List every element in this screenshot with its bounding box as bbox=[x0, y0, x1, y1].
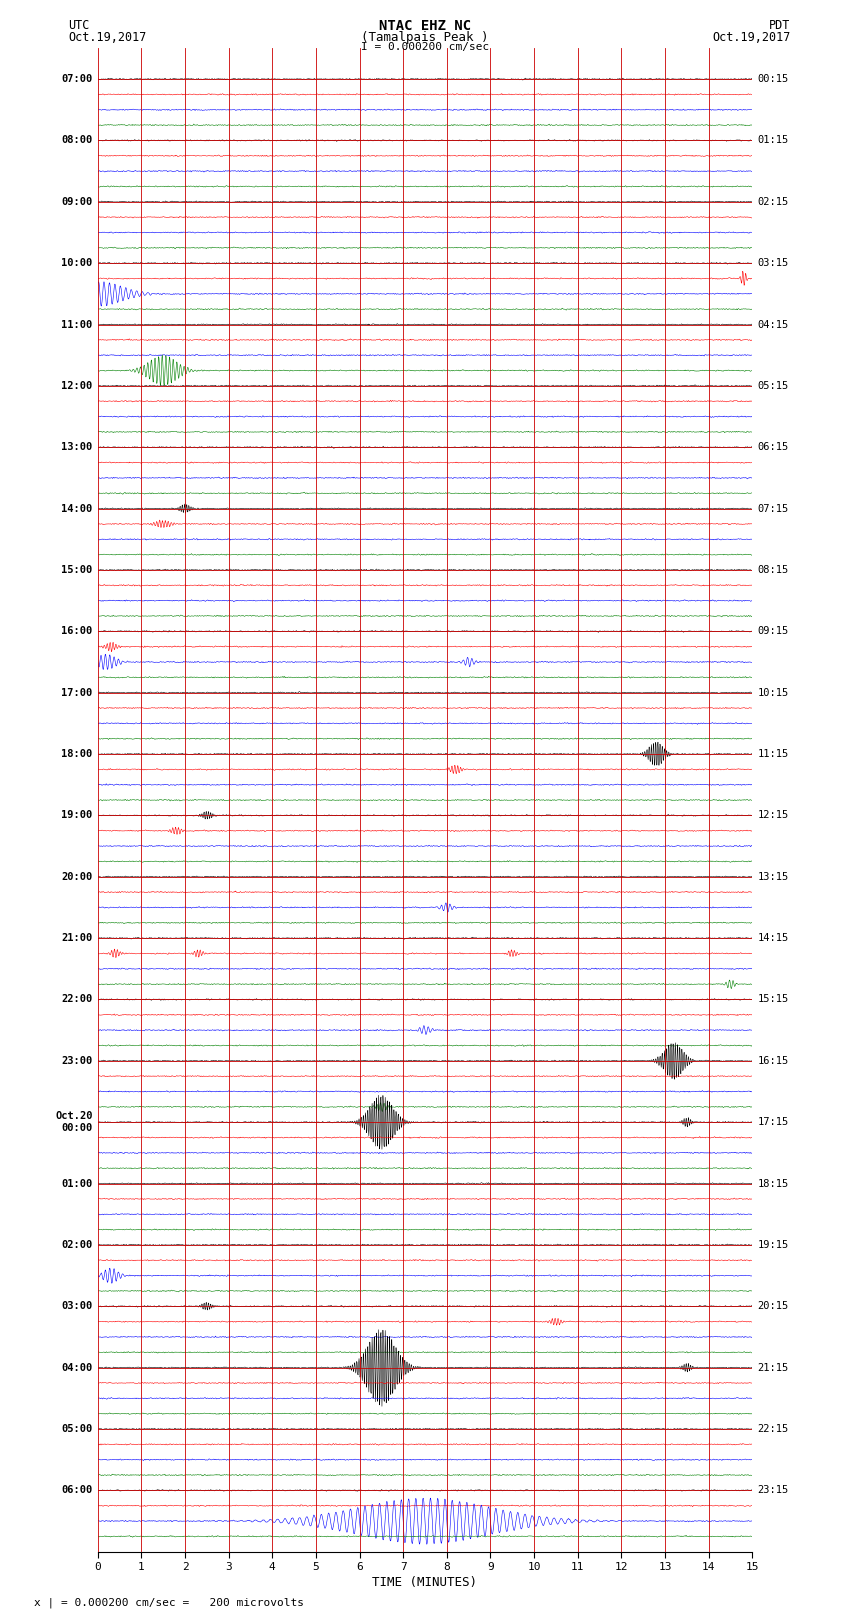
Text: 18:00: 18:00 bbox=[61, 748, 93, 760]
Text: x | = 0.000200 cm/sec =   200 microvolts: x | = 0.000200 cm/sec = 200 microvolts bbox=[34, 1597, 304, 1608]
Text: 23:15: 23:15 bbox=[757, 1486, 789, 1495]
Text: 21:00: 21:00 bbox=[61, 932, 93, 944]
Text: 06:00: 06:00 bbox=[61, 1486, 93, 1495]
Text: 01:15: 01:15 bbox=[757, 135, 789, 145]
Text: 01:00: 01:00 bbox=[61, 1179, 93, 1189]
Text: 10:00: 10:00 bbox=[61, 258, 93, 268]
Text: 23:00: 23:00 bbox=[61, 1057, 93, 1066]
Text: Oct.19,2017: Oct.19,2017 bbox=[68, 31, 146, 44]
Text: 09:00: 09:00 bbox=[61, 197, 93, 206]
Text: 17:15: 17:15 bbox=[757, 1118, 789, 1127]
Text: 14:15: 14:15 bbox=[757, 932, 789, 944]
Text: 22:15: 22:15 bbox=[757, 1424, 789, 1434]
Text: 13:15: 13:15 bbox=[757, 871, 789, 882]
Text: 20:00: 20:00 bbox=[61, 871, 93, 882]
Text: 04:00: 04:00 bbox=[61, 1363, 93, 1373]
Text: 00:15: 00:15 bbox=[757, 74, 789, 84]
Text: 22:00: 22:00 bbox=[61, 995, 93, 1005]
Text: 14:00: 14:00 bbox=[61, 503, 93, 513]
Text: NTAC EHZ NC: NTAC EHZ NC bbox=[379, 19, 471, 34]
Text: 18:15: 18:15 bbox=[757, 1179, 789, 1189]
Text: 13:00: 13:00 bbox=[61, 442, 93, 452]
Text: 03:00: 03:00 bbox=[61, 1302, 93, 1311]
Text: 12:00: 12:00 bbox=[61, 381, 93, 390]
Text: 17:00: 17:00 bbox=[61, 687, 93, 698]
Text: 05:00: 05:00 bbox=[61, 1424, 93, 1434]
Text: Oct.19,2017: Oct.19,2017 bbox=[712, 31, 790, 44]
Text: 15:15: 15:15 bbox=[757, 995, 789, 1005]
Text: 03:15: 03:15 bbox=[757, 258, 789, 268]
Text: 12:15: 12:15 bbox=[757, 810, 789, 821]
Text: 16:15: 16:15 bbox=[757, 1057, 789, 1066]
Text: 07:00: 07:00 bbox=[61, 74, 93, 84]
Text: 04:15: 04:15 bbox=[757, 319, 789, 329]
X-axis label: TIME (MINUTES): TIME (MINUTES) bbox=[372, 1576, 478, 1589]
Text: 19:15: 19:15 bbox=[757, 1240, 789, 1250]
Text: 08:15: 08:15 bbox=[757, 565, 789, 574]
Text: 11:00: 11:00 bbox=[61, 319, 93, 329]
Text: 16:00: 16:00 bbox=[61, 626, 93, 636]
Text: UTC: UTC bbox=[68, 19, 89, 32]
Text: (Tamalpais Peak ): (Tamalpais Peak ) bbox=[361, 31, 489, 44]
Text: 08:00: 08:00 bbox=[61, 135, 93, 145]
Text: 10:15: 10:15 bbox=[757, 687, 789, 698]
Text: Oct.20
00:00: Oct.20 00:00 bbox=[55, 1111, 93, 1132]
Text: 21:15: 21:15 bbox=[757, 1363, 789, 1373]
Text: 09:15: 09:15 bbox=[757, 626, 789, 636]
Text: 19:00: 19:00 bbox=[61, 810, 93, 821]
Text: 02:00: 02:00 bbox=[61, 1240, 93, 1250]
Text: PDT: PDT bbox=[769, 19, 790, 32]
Text: 20:15: 20:15 bbox=[757, 1302, 789, 1311]
Text: 06:15: 06:15 bbox=[757, 442, 789, 452]
Text: 07:15: 07:15 bbox=[757, 503, 789, 513]
Text: 02:15: 02:15 bbox=[757, 197, 789, 206]
Text: 15:00: 15:00 bbox=[61, 565, 93, 574]
Text: I = 0.000200 cm/sec: I = 0.000200 cm/sec bbox=[361, 42, 489, 52]
Text: 05:15: 05:15 bbox=[757, 381, 789, 390]
Text: 11:15: 11:15 bbox=[757, 748, 789, 760]
